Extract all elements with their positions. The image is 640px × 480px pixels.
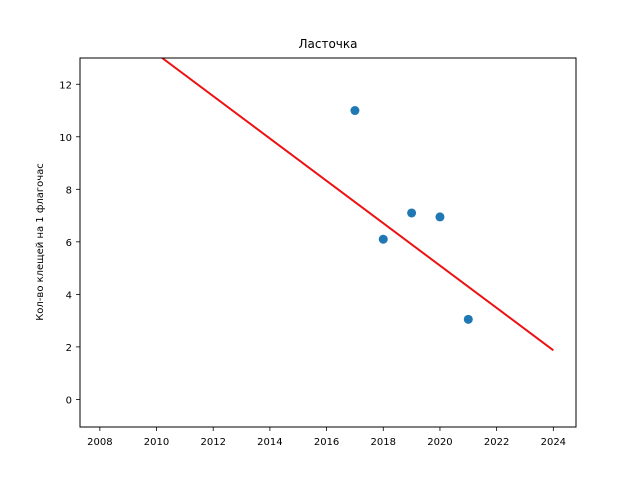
x-tick-label: 2018: [371, 437, 396, 448]
data-point-3: [407, 208, 417, 218]
y-tick-label: 2: [66, 343, 72, 354]
x-tick-label: 2016: [314, 437, 339, 448]
y-axis-label: Кол-во клещей на 1 флагочас: [35, 163, 46, 321]
series-group: [161, 58, 554, 352]
data-point-5: [463, 314, 473, 324]
x-tick-label: 2010: [144, 437, 169, 448]
x-tick-label: 2020: [427, 437, 452, 448]
axes: 2008 2010 2012 2014 2016 2018 2020 2022 2024 0 2 4 6…: [59, 57, 577, 448]
x-tick-label: 2024: [541, 437, 566, 448]
y-tick-label: 8: [66, 185, 72, 196]
x-tick-label: 2008: [87, 437, 112, 448]
x-tick-label: 2014: [257, 437, 282, 448]
y-tick-label: 0: [66, 395, 72, 406]
chart-title: Ласточка: [299, 37, 358, 51]
plot-area: [161, 58, 554, 352]
y-tick-label: 4: [66, 290, 72, 301]
x-tick-label: 2012: [200, 437, 225, 448]
y-tick-label: 12: [59, 80, 72, 91]
data-point-4: [435, 212, 445, 222]
data-point-2: [378, 234, 388, 244]
y-tick-label: 6: [66, 238, 72, 249]
data-point-1: [350, 106, 360, 116]
x-tick-label: 2022: [484, 437, 509, 448]
trend-line: [161, 58, 554, 352]
plot-frame: [79, 57, 577, 428]
y-tick-label: 10: [59, 133, 72, 144]
